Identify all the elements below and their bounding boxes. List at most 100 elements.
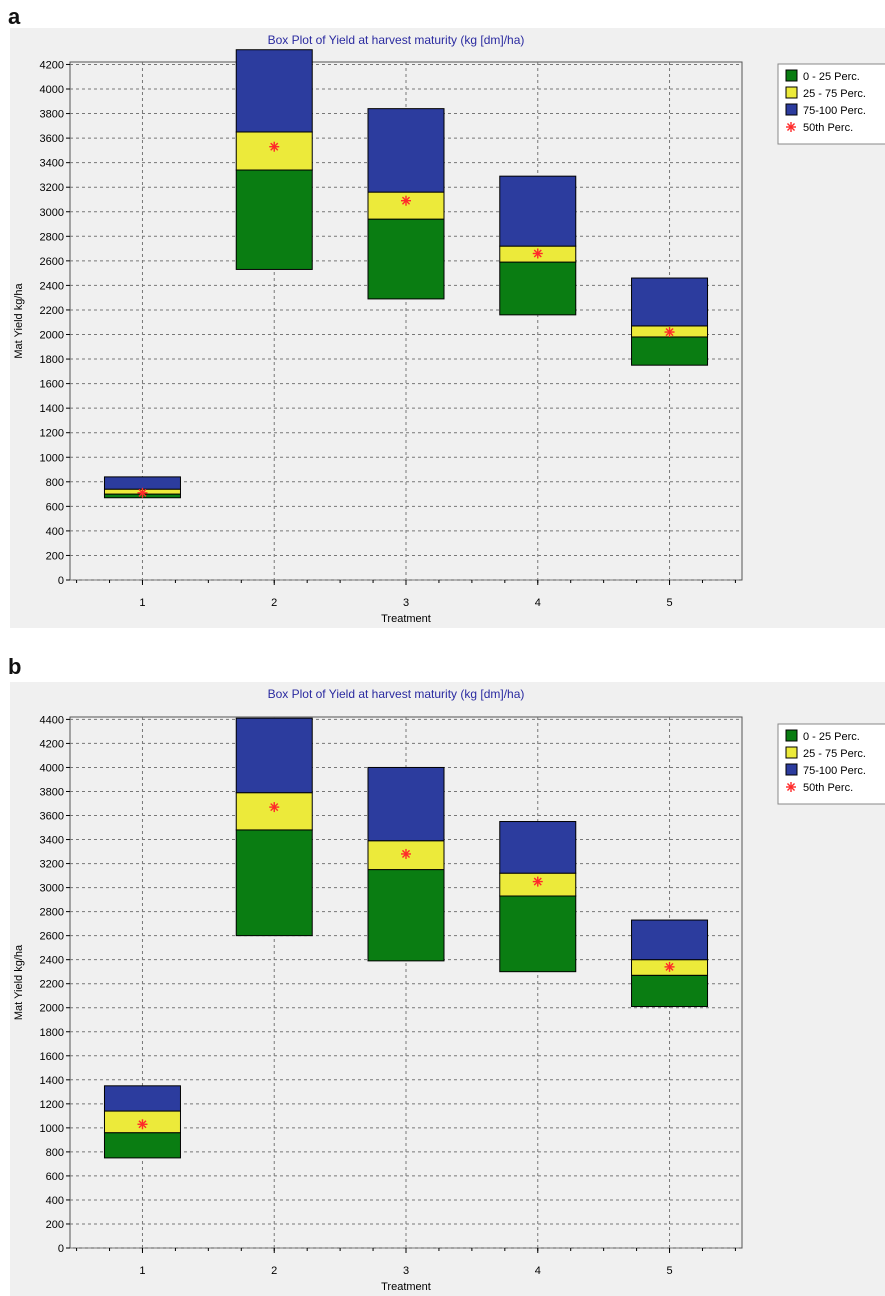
legend-swatch	[785, 763, 798, 776]
y-tick-label: 2800	[40, 907, 64, 919]
box-segment-75-100	[499, 175, 577, 247]
y-tick-label: 400	[46, 1195, 64, 1207]
chart-title: Box Plot of Yield at harvest maturity (k…	[268, 687, 525, 701]
y-tick-label: 0	[58, 575, 64, 587]
y-tick-label: 2200	[40, 305, 64, 317]
panel-label-a: a	[8, 4, 21, 29]
y-axis-label: Mat Yield kg/ha	[13, 944, 25, 1020]
median-marker	[137, 487, 148, 498]
box-segment-75-100	[235, 49, 313, 133]
x-tick-label: 5	[666, 1265, 672, 1277]
y-tick-label: 3800	[40, 109, 64, 121]
median-marker	[664, 327, 675, 338]
legend-median-marker	[786, 122, 796, 132]
panel-b: b Box Plot of Yield at harvest maturity …	[0, 648, 885, 1296]
legend-swatch	[785, 69, 798, 82]
y-tick-label: 1800	[40, 1027, 64, 1039]
y-tick-label: 4000	[40, 84, 64, 96]
legend-label: 0 - 25 Perc.	[803, 731, 860, 743]
legend-swatch	[785, 103, 798, 116]
legend: 0 - 25 Perc. 25 - 75 Perc. 75-100 Perc. 50t…	[777, 723, 885, 805]
median-marker	[401, 195, 411, 206]
legend-label: 50th Perc.	[803, 122, 853, 134]
box-treatment-3	[367, 108, 445, 300]
y-tick-label: 1800	[40, 354, 64, 366]
y-tick-label: 1000	[40, 1123, 64, 1135]
y-tick-label: 1400	[40, 1075, 64, 1087]
median-marker	[401, 848, 411, 859]
y-tick-label: 2200	[40, 979, 64, 991]
box-segment-75-100	[367, 766, 445, 842]
y-tick-label: 3400	[40, 158, 64, 170]
box-segment-0-25	[499, 895, 577, 973]
y-tick-label: 3600	[40, 811, 64, 823]
y-tick-label: 2000	[40, 330, 64, 342]
panel-label-b: b	[8, 654, 22, 679]
y-tick-label: 600	[46, 1171, 64, 1183]
box-segment-0-25	[367, 218, 445, 300]
y-tick-label: 2600	[40, 256, 64, 268]
y-tick-label: 1200	[40, 1099, 64, 1111]
box-treatment-5	[631, 277, 709, 366]
x-axis-label: Treatment	[381, 1281, 431, 1293]
box-segment-75-100	[631, 277, 709, 327]
y-tick-label: 1400	[40, 403, 64, 415]
y-tick-label: 3600	[40, 133, 64, 145]
legend-label: 50th Perc.	[803, 782, 853, 794]
y-tick-label: 2600	[40, 931, 64, 943]
box-segment-75-100	[103, 1085, 181, 1112]
y-tick-label: 0	[58, 1243, 64, 1255]
y-tick-label: 200	[46, 550, 64, 562]
box-treatment-2	[235, 49, 313, 270]
y-tick-label: 1600	[40, 1051, 64, 1063]
median-marker	[664, 961, 675, 972]
box-segment-25-75	[235, 792, 313, 831]
box-treatment-1	[103, 476, 181, 499]
x-tick-label: 5	[666, 597, 672, 609]
legend-label: 25 - 75 Perc.	[803, 88, 866, 100]
box-segment-0-25	[103, 1132, 181, 1159]
y-tick-label: 200	[46, 1219, 64, 1231]
y-tick-label: 3000	[40, 207, 64, 219]
legend-swatch	[785, 746, 798, 759]
y-axis-label: Mat Yield kg/ha	[13, 283, 25, 359]
legend-swatch	[785, 729, 798, 742]
y-tick-label: 3000	[40, 883, 64, 895]
box-segment-0-25	[367, 869, 445, 962]
legend-label: 75-100 Perc.	[803, 765, 866, 777]
median-marker	[269, 802, 280, 813]
x-tick-label: 3	[403, 597, 409, 609]
y-tick-label: 1600	[40, 379, 64, 391]
x-tick-label: 4	[535, 597, 541, 609]
legend-label: 75-100 Perc.	[803, 105, 866, 117]
box-segment-75-100	[103, 476, 181, 490]
median-marker	[269, 141, 280, 152]
box-segment-0-25	[235, 169, 313, 270]
y-tick-label: 3200	[40, 182, 64, 194]
box-segment-75-100	[367, 108, 445, 193]
y-tick-label: 3200	[40, 859, 64, 871]
y-tick-label: 2800	[40, 231, 64, 243]
median-marker	[532, 876, 543, 887]
panel-a: a Box Plot of Yield at harvest maturity …	[0, 0, 885, 630]
box-segment-0-25	[631, 336, 709, 366]
box-plot-chart-a: Box Plot of Yield at harvest maturity (k…	[13, 33, 885, 625]
y-tick-label: 2000	[40, 1003, 64, 1015]
y-tick-label: 4400	[40, 714, 64, 726]
box-segment-0-25	[235, 829, 313, 937]
box-segment-75-100	[631, 919, 709, 961]
box-treatment-1	[103, 1085, 181, 1159]
x-axis-label: Treatment	[381, 613, 431, 625]
median-marker	[532, 248, 543, 259]
box-treatment-5	[631, 919, 709, 1008]
y-tick-label: 2400	[40, 280, 64, 292]
y-tick-label: 400	[46, 526, 64, 538]
legend: 0 - 25 Perc. 25 - 75 Perc. 75-100 Perc. 50t…	[777, 63, 885, 145]
x-tick-label: 1	[139, 1265, 145, 1277]
y-tick-label: 600	[46, 501, 64, 513]
chart-title: Box Plot of Yield at harvest maturity (k…	[268, 33, 525, 47]
box-segment-75-100	[235, 717, 313, 794]
y-tick-label: 800	[46, 477, 64, 489]
y-tick-label: 1200	[40, 428, 64, 440]
y-tick-label: 1000	[40, 452, 64, 464]
